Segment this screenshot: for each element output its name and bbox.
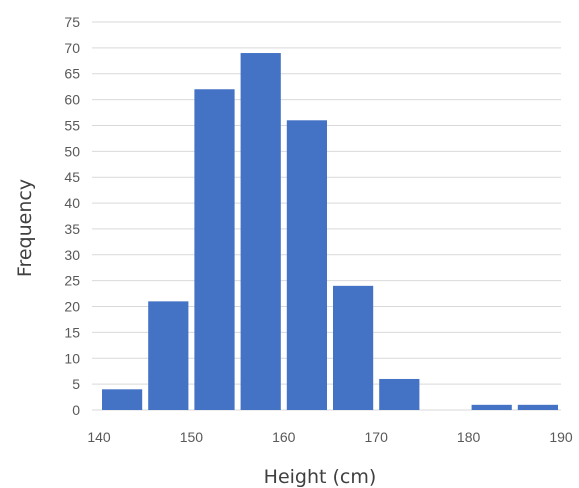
y-tick-label: 50 [64, 143, 80, 159]
y-tick-label: 40 [64, 195, 80, 211]
y-tick-label: 30 [64, 247, 80, 263]
y-tick-label: 0 [72, 402, 80, 418]
y-tick-label: 65 [64, 66, 80, 82]
histogram-bar [379, 378, 420, 410]
histogram-bar [286, 120, 327, 410]
y-tick-label: 15 [64, 324, 80, 340]
x-tick-labels: 140 150 160 170 180 190 [87, 429, 573, 445]
histogram-bar [517, 404, 558, 410]
x-tick-label: 160 [272, 429, 296, 445]
histogram-bar [240, 53, 281, 410]
y-tick-label: 55 [64, 117, 80, 133]
x-tick-label: 180 [457, 429, 481, 445]
histogram-bar [148, 301, 189, 410]
x-tick-label: 170 [365, 429, 389, 445]
y-tick-label: 60 [64, 92, 80, 108]
y-axis-title: Frequency [14, 179, 36, 277]
histogram-bar [333, 285, 374, 410]
y-tick-label: 75 [64, 14, 80, 30]
bars [102, 53, 558, 411]
y-tick-label: 25 [64, 273, 80, 289]
x-tick-label: 150 [180, 429, 204, 445]
histogram-bar [471, 404, 512, 410]
x-axis-title: Height (cm) [264, 466, 377, 488]
histogram-bar [102, 389, 143, 410]
histogram-bar [194, 89, 235, 411]
y-tick-label: 20 [64, 299, 80, 315]
x-tick-label: 140 [87, 429, 111, 445]
y-tick-labels: 0 5 10 15 20 25 30 35 40 45 50 55 60 65 70 75 [64, 14, 80, 418]
y-tick-label: 45 [64, 169, 80, 185]
y-tick-label: 10 [64, 350, 80, 366]
y-tick-label: 5 [72, 376, 80, 392]
x-tick-label: 190 [549, 429, 573, 445]
y-tick-label: 70 [64, 40, 80, 56]
y-tick-label: 35 [64, 221, 80, 237]
